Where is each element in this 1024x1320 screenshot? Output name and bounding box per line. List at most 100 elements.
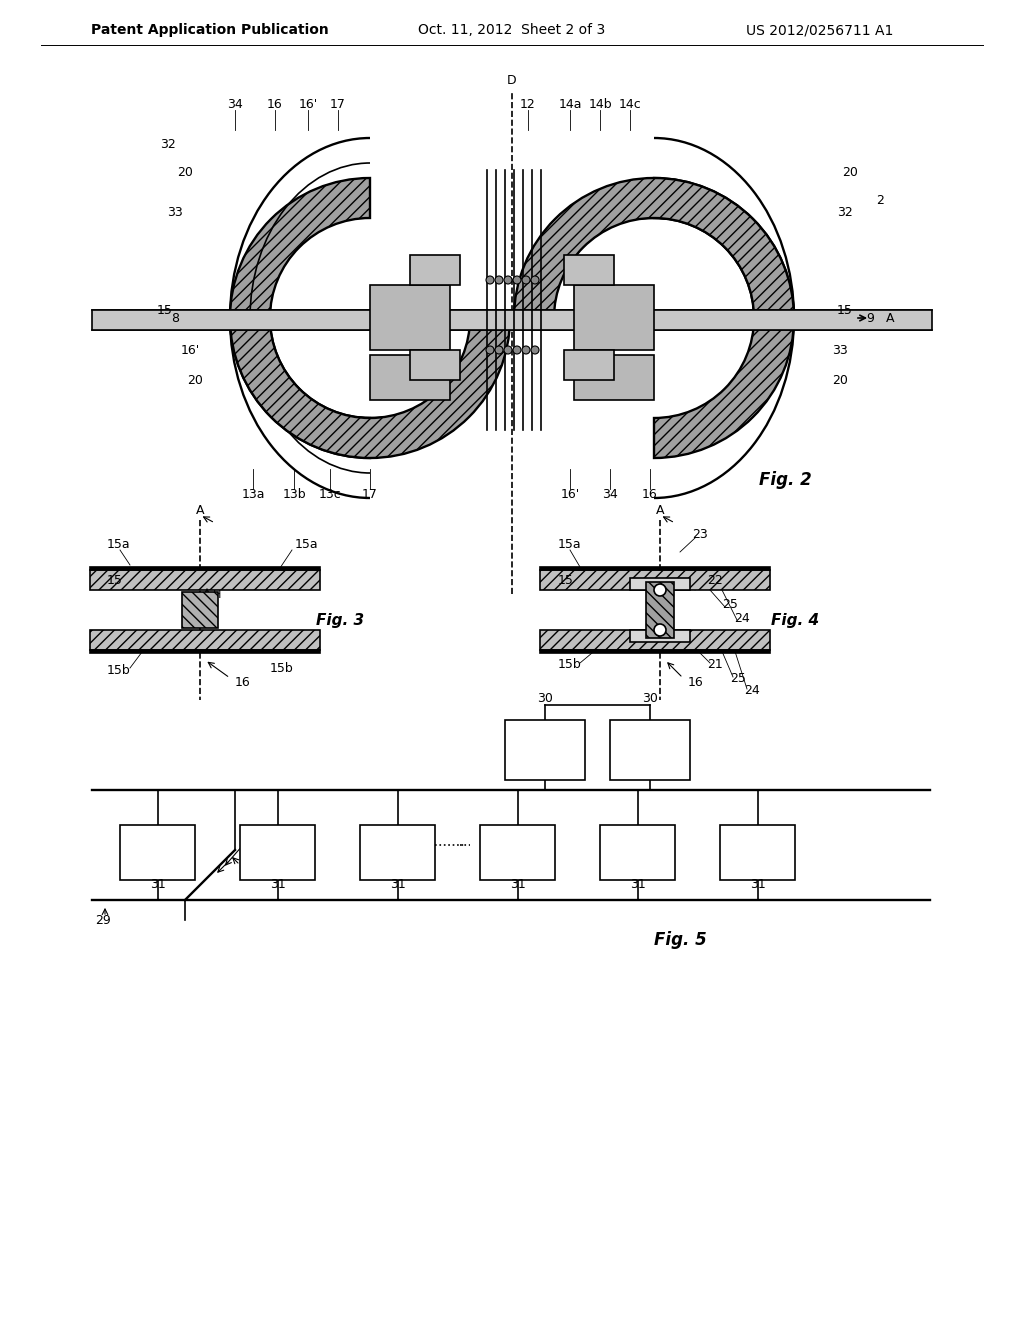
Text: 29: 29 xyxy=(95,913,111,927)
Bar xyxy=(600,825,675,880)
Text: 21: 21 xyxy=(708,659,723,672)
FancyBboxPatch shape xyxy=(564,350,614,380)
Circle shape xyxy=(486,346,494,354)
Text: 31: 31 xyxy=(270,879,286,891)
Circle shape xyxy=(522,276,530,284)
Text: 15: 15 xyxy=(837,304,853,317)
Text: 16': 16' xyxy=(180,343,200,356)
Circle shape xyxy=(654,624,666,636)
Text: 34: 34 xyxy=(227,99,243,111)
Text: 27: 27 xyxy=(242,838,258,851)
Text: 15: 15 xyxy=(106,573,123,586)
Text: 15: 15 xyxy=(157,304,173,317)
Text: 25: 25 xyxy=(730,672,745,685)
Bar xyxy=(90,630,319,649)
Text: 24: 24 xyxy=(734,611,750,624)
Circle shape xyxy=(495,276,503,284)
Text: 31: 31 xyxy=(390,879,406,891)
Bar xyxy=(646,582,674,638)
Bar xyxy=(370,355,450,400)
Circle shape xyxy=(486,276,494,284)
Text: 20: 20 xyxy=(833,374,848,387)
Text: 34: 34 xyxy=(602,487,617,500)
Text: 13c: 13c xyxy=(318,487,341,500)
Circle shape xyxy=(513,276,521,284)
Text: 31: 31 xyxy=(630,879,646,891)
Text: 15: 15 xyxy=(558,573,573,586)
Text: Fig. 3: Fig. 3 xyxy=(316,612,365,627)
Text: 20: 20 xyxy=(187,374,203,387)
Text: US 2012/0256711 A1: US 2012/0256711 A1 xyxy=(746,22,894,37)
Text: 25: 25 xyxy=(722,598,738,611)
Text: 14c: 14c xyxy=(618,99,641,111)
Bar xyxy=(90,570,319,590)
Text: 15b: 15b xyxy=(106,664,131,676)
Text: 2: 2 xyxy=(877,194,884,206)
Text: 15b: 15b xyxy=(558,659,582,672)
Text: 14a: 14a xyxy=(558,99,582,111)
Circle shape xyxy=(531,276,539,284)
Text: 12: 12 xyxy=(520,99,536,111)
Bar xyxy=(360,825,435,880)
Bar xyxy=(92,310,932,330)
Text: 15a: 15a xyxy=(558,539,582,552)
Wedge shape xyxy=(230,318,510,458)
Bar xyxy=(90,568,319,570)
FancyBboxPatch shape xyxy=(410,350,460,380)
Text: Fig. 2: Fig. 2 xyxy=(759,471,811,488)
Text: 33: 33 xyxy=(833,343,848,356)
Text: 16: 16 xyxy=(642,487,657,500)
Text: A: A xyxy=(196,503,204,516)
Wedge shape xyxy=(230,178,370,458)
Text: 8: 8 xyxy=(171,312,179,325)
FancyBboxPatch shape xyxy=(564,255,614,285)
Text: 15b: 15b xyxy=(270,661,294,675)
Circle shape xyxy=(504,276,512,284)
Text: 16': 16' xyxy=(560,487,580,500)
Bar xyxy=(540,649,770,653)
Text: Oct. 11, 2012  Sheet 2 of 3: Oct. 11, 2012 Sheet 2 of 3 xyxy=(419,22,605,37)
Circle shape xyxy=(504,346,512,354)
Circle shape xyxy=(654,583,666,597)
Text: 17: 17 xyxy=(330,99,346,111)
Bar xyxy=(505,719,585,780)
Text: 16: 16 xyxy=(688,676,703,689)
Text: Fig. 5: Fig. 5 xyxy=(653,931,707,949)
Text: 28: 28 xyxy=(167,866,183,879)
Text: 20: 20 xyxy=(842,165,858,178)
Text: Fig. 4: Fig. 4 xyxy=(771,612,819,627)
Text: 13a: 13a xyxy=(242,487,265,500)
Text: 9: 9 xyxy=(866,312,873,325)
Bar xyxy=(630,630,690,642)
Bar xyxy=(120,825,195,880)
Text: 15a: 15a xyxy=(106,539,131,552)
Wedge shape xyxy=(514,178,794,318)
Wedge shape xyxy=(654,178,794,458)
Circle shape xyxy=(513,346,521,354)
Circle shape xyxy=(531,346,539,354)
FancyBboxPatch shape xyxy=(410,255,460,285)
Text: 16: 16 xyxy=(267,99,283,111)
Bar xyxy=(182,591,218,628)
Bar xyxy=(480,825,555,880)
Circle shape xyxy=(495,346,503,354)
Text: A: A xyxy=(655,503,665,516)
Text: 30: 30 xyxy=(642,692,658,705)
Bar xyxy=(574,285,654,350)
Text: 33: 33 xyxy=(167,206,183,219)
Text: 13b: 13b xyxy=(283,487,306,500)
Circle shape xyxy=(522,346,530,354)
Text: 20: 20 xyxy=(177,165,193,178)
Text: 30: 30 xyxy=(537,692,553,705)
Text: 31: 31 xyxy=(510,879,526,891)
Text: 31: 31 xyxy=(151,879,166,891)
Bar xyxy=(240,825,315,880)
Text: H: H xyxy=(213,590,221,601)
Text: 14b: 14b xyxy=(588,99,611,111)
Text: 32: 32 xyxy=(160,139,176,152)
Bar xyxy=(540,630,770,649)
Bar xyxy=(540,568,770,570)
Text: 15a: 15a xyxy=(295,539,318,552)
Text: 22: 22 xyxy=(708,573,723,586)
Text: 16': 16' xyxy=(298,99,317,111)
